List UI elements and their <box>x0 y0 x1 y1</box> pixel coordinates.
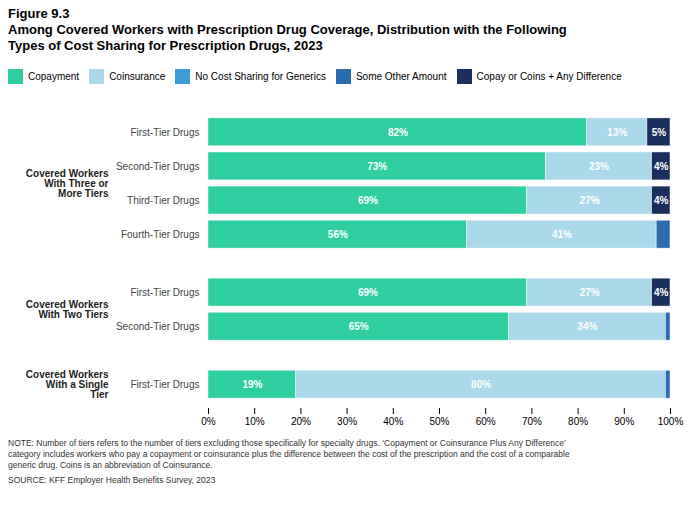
svg-text:13%: 13% <box>607 127 627 138</box>
html-text:Figure 9.3: Figure 9.3 <box>8 6 70 21</box>
svg-text:19%: 19% <box>242 379 262 390</box>
svg-text:27%: 27% <box>580 287 600 298</box>
svg-text:90%: 90% <box>614 416 634 427</box>
svg-text:40%: 40% <box>383 416 403 427</box>
html-text:SOURCE: KFF Employer Health Be: SOURCE: KFF Employer Health Benefits Sur… <box>8 475 216 485</box>
svg-text:50%: 50% <box>429 416 449 427</box>
svg-text:70%: 70% <box>522 416 542 427</box>
svg-text:4%: 4% <box>654 195 669 206</box>
html-text:Coinsurance: Coinsurance <box>109 71 166 82</box>
svg-text:First-Tier Drugs: First-Tier Drugs <box>130 287 199 298</box>
svg-text:30%: 30% <box>337 416 357 427</box>
svg-text:4%: 4% <box>654 161 669 172</box>
svg-text:First-Tier Drugs: First-Tier Drugs <box>130 379 199 390</box>
svg-text:34%: 34% <box>577 321 597 332</box>
svg-text:73%: 73% <box>367 161 387 172</box>
svg-text:23%: 23% <box>589 161 609 172</box>
svg-text:56%: 56% <box>328 229 348 240</box>
svg-text:69%: 69% <box>358 195 378 206</box>
svg-text:Fourth-Tier Drugs: Fourth-Tier Drugs <box>121 229 200 240</box>
svg-text:First-Tier Drugs: First-Tier Drugs <box>130 127 199 138</box>
svg-text:65%: 65% <box>349 321 369 332</box>
html-text:Among Covered Workers with Pre: Among Covered Workers with Prescription … <box>8 22 567 53</box>
svg-text:Third-Tier Drugs: Third-Tier Drugs <box>127 195 199 206</box>
svg-text:60%: 60% <box>476 416 496 427</box>
svg-text:20%: 20% <box>291 416 311 427</box>
html-text:category includes workers who: category includes workers who pay a copa… <box>8 449 570 459</box>
svg-text:4%: 4% <box>654 287 669 298</box>
svg-text:82%: 82% <box>388 127 408 138</box>
svg-text:10%: 10% <box>245 416 265 427</box>
svg-text:69%: 69% <box>358 287 378 298</box>
svg-text:80%: 80% <box>471 379 491 390</box>
html-text:NOTE: Number of tiers refers t: NOTE: Number of tiers refers to the numb… <box>8 438 566 448</box>
svg-text:Covered WorkersWith Two Tiers: Covered WorkersWith Two Tiers <box>26 299 109 320</box>
svg-text:41%: 41% <box>552 229 572 240</box>
svg-text:Covered WorkersWith a SingleTi: Covered WorkersWith a SingleTier <box>26 369 109 400</box>
svg-text:Second-Tier Drugs: Second-Tier Drugs <box>116 321 200 332</box>
svg-text:80%: 80% <box>568 416 588 427</box>
html-text:Copay or Coins + Any Differenc: Copay or Coins + Any Difference <box>476 71 622 82</box>
html-text:generic drug. Coins is an abbr: generic drug. Coins is an abbreviation o… <box>8 460 213 470</box>
html-text:No Cost Sharing for Generics: No Cost Sharing for Generics <box>195 71 326 82</box>
svg-text:Second-Tier Drugs: Second-Tier Drugs <box>116 161 200 172</box>
svg-text:27%: 27% <box>580 195 600 206</box>
svg-text:0%: 0% <box>201 416 216 427</box>
html-text:Some Other Amount: Some Other Amount <box>355 71 447 82</box>
svg-text:5%: 5% <box>652 127 667 138</box>
html-text:Copayment: Copayment <box>28 71 80 82</box>
svg-text:Covered WorkersWith Three orMo: Covered WorkersWith Three orMore Tiers <box>26 168 109 199</box>
svg-text:100%: 100% <box>658 416 684 427</box>
